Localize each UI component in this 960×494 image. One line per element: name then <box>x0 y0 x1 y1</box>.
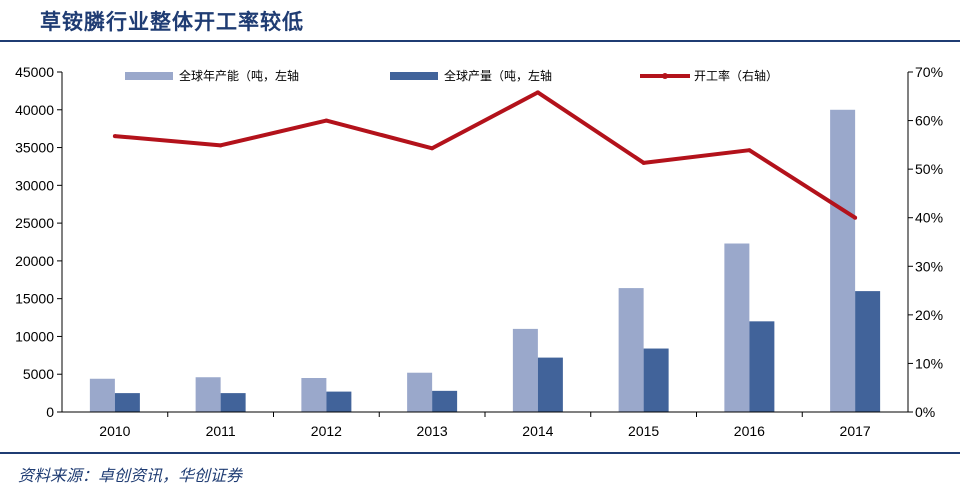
right-tick-label: 70% <box>915 64 943 80</box>
right-tick-label: 40% <box>915 210 943 226</box>
production-bar <box>114 393 140 412</box>
legend-production-label: 全球产量（吨，左轴 <box>444 68 552 83</box>
capacity-bar <box>301 378 327 412</box>
utilization-point <box>218 143 223 148</box>
capacity-bar <box>724 243 750 412</box>
utilization-point <box>324 118 329 123</box>
utilization-point <box>641 160 646 165</box>
right-tick-label: 50% <box>915 161 943 177</box>
left-tick-label: 10000 <box>15 328 54 344</box>
legend-utilization-marker <box>662 73 668 79</box>
x-tick-label: 2010 <box>99 423 130 439</box>
legend-capacity-label: 全球年产能（吨，左轴 <box>179 68 299 83</box>
right-tick-label: 30% <box>915 258 943 274</box>
capacity-bar <box>830 109 856 413</box>
x-tick-label: 2013 <box>417 423 448 439</box>
x-tick-label: 2015 <box>628 423 659 439</box>
capacity-bar <box>618 288 644 412</box>
x-axis: 2010 2011 2012 2013 2014 2015 2016 2017 <box>62 411 908 439</box>
left-tick-label: 35000 <box>15 140 54 156</box>
left-tick-label: 15000 <box>15 291 54 307</box>
line-series <box>112 90 858 220</box>
x-tick-label: 2016 <box>734 423 765 439</box>
legend-utilization-label: 开工率（右轴） <box>694 68 778 83</box>
source-divider <box>0 452 960 454</box>
right-tick-label: 0% <box>915 404 935 420</box>
legend-production-swatch <box>390 72 438 80</box>
legend-capacity-swatch <box>125 72 173 80</box>
capacity-bar <box>195 377 221 412</box>
production-bar <box>432 390 458 412</box>
left-tick-label: 20000 <box>15 253 54 269</box>
capacity-bar <box>407 372 433 412</box>
capacity-bar <box>512 328 538 412</box>
right-tick-label: 10% <box>915 355 943 371</box>
production-bar <box>749 321 775 412</box>
production-bar <box>220 393 246 412</box>
utilization-point <box>535 90 540 95</box>
utilization-line <box>114 90 857 220</box>
production-bar <box>855 291 881 412</box>
right-axis: 0% 10% 20% 30% 40% 50% 60% 70% <box>907 64 943 420</box>
production-bar <box>537 357 563 412</box>
production-bar <box>326 391 352 412</box>
right-tick-label: 60% <box>915 113 943 129</box>
left-axis: 0 5000 10000 15000 20000 25000 30000 35000 40000… <box>15 64 63 420</box>
left-tick-label: 40000 <box>15 102 54 118</box>
utilization-point <box>853 215 858 220</box>
capacity-bar <box>89 378 115 412</box>
utilization-point <box>747 148 752 153</box>
x-tick-label: 2014 <box>522 423 553 439</box>
left-tick-label: 0 <box>46 404 54 420</box>
title-divider <box>0 40 960 42</box>
left-tick-label: 45000 <box>15 64 54 80</box>
chart-title: 草铵膦行业整体开工率较低 <box>40 9 304 34</box>
x-tick-label: 2012 <box>311 423 342 439</box>
left-tick-label: 25000 <box>15 215 54 231</box>
right-tick-label: 20% <box>915 307 943 323</box>
source-note: 资料来源：卓创资讯，华创证券 <box>18 466 243 485</box>
legend: 全球年产能（吨，左轴 全球产量（吨，左轴 开工率（右轴） <box>125 68 778 83</box>
x-tick-label: 2011 <box>206 423 236 439</box>
production-bar <box>643 348 669 412</box>
left-tick-label: 30000 <box>15 177 54 193</box>
bar-series <box>89 109 881 413</box>
x-tick-label: 2017 <box>840 423 871 439</box>
utilization-point <box>112 134 117 139</box>
combo-chart: 0 5000 10000 15000 20000 25000 30000 35000 40000… <box>15 64 943 439</box>
left-tick-label: 5000 <box>23 366 54 382</box>
utilization-point <box>430 146 435 151</box>
